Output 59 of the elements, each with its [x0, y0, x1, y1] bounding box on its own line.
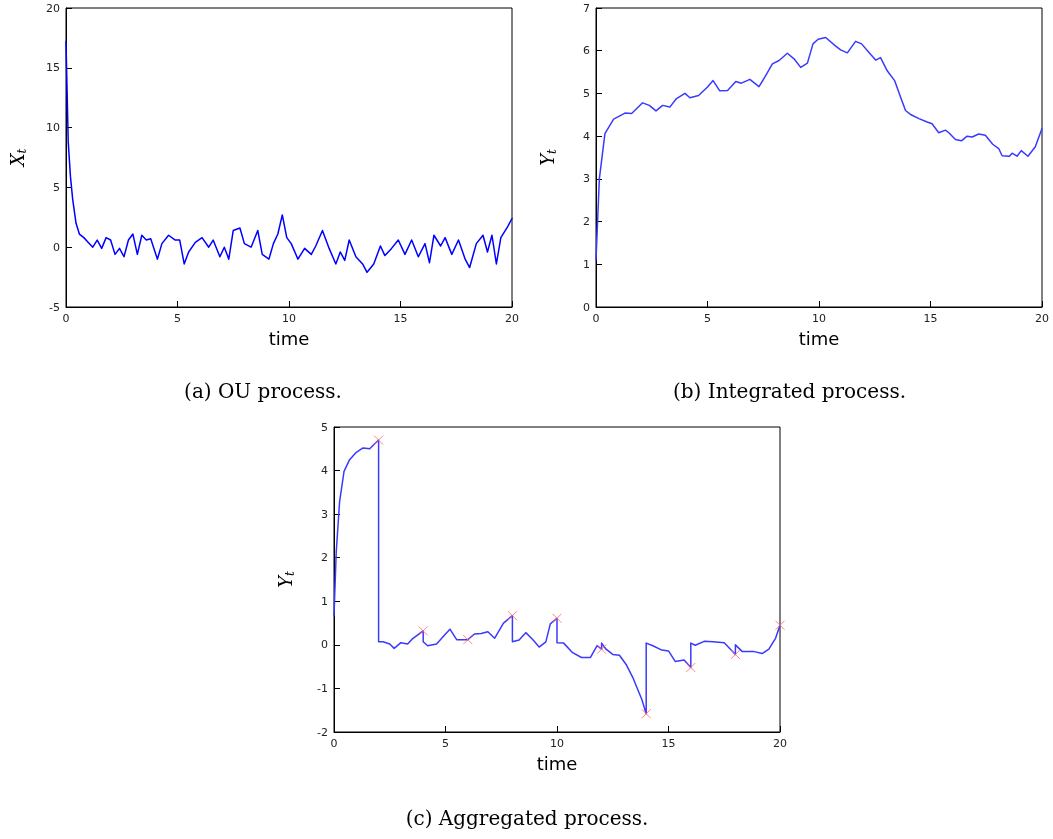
y-axis-title: Xt	[6, 148, 29, 169]
y-tick-label: 5	[321, 420, 328, 434]
y-tick-label: 3	[321, 507, 328, 521]
y-tick-label: 6	[583, 44, 590, 58]
x-tick-label: 0	[330, 737, 338, 750]
y-tick-label: 10	[46, 121, 60, 135]
x-tick-label: 20	[1035, 312, 1049, 325]
point	[641, 708, 652, 719]
y-tick-label: 15	[46, 61, 60, 75]
point	[730, 649, 741, 660]
x-tick-label: 0	[592, 312, 600, 325]
y-tick-label: 0	[53, 240, 60, 254]
line-series	[333, 439, 781, 715]
y-tick-label: 4	[583, 129, 590, 143]
point	[552, 613, 562, 624]
y-tick-label: -1	[317, 681, 328, 695]
x-tick-label: 15	[661, 737, 676, 750]
y-axis-title: Yt	[536, 148, 559, 166]
y-tick-label: 0	[583, 300, 590, 314]
text: (b) Integrated process.	[672, 379, 907, 403]
y-tick-label: 2	[321, 551, 328, 565]
x-axis-title: time	[268, 327, 310, 349]
text: (c) Aggregated process.	[405, 806, 649, 830]
x-tick-label: 10	[282, 312, 296, 325]
y-tick-label: -2	[317, 725, 328, 739]
y-tick-label: 3	[583, 172, 590, 186]
point	[462, 634, 473, 645]
x-tick-label: 5	[174, 312, 181, 325]
x-tick-label: 20	[773, 737, 787, 750]
line-series	[595, 36, 1043, 261]
y-axis-title: Yt	[274, 570, 297, 588]
point	[775, 620, 785, 631]
text: (a) OU process.	[184, 379, 342, 403]
point	[418, 625, 429, 636]
y-tick-label: 5	[53, 180, 60, 194]
y-tick-label: -5	[49, 300, 60, 314]
x-tick-label: 15	[393, 312, 408, 325]
y-tick-label: 2	[583, 215, 590, 229]
point	[507, 610, 518, 621]
x-tick-label: 20	[505, 312, 519, 325]
x-tick-label: 5	[442, 737, 449, 750]
y-tick-label: 1	[583, 257, 590, 271]
x-tick-label: 5	[704, 312, 711, 325]
point	[596, 644, 607, 655]
point	[373, 435, 384, 446]
y-tick-label: 0	[321, 638, 328, 652]
y-tick-label: 7	[583, 1, 590, 15]
y-tick-label: 20	[46, 1, 60, 15]
x-tick-label: 10	[812, 312, 826, 325]
y-tick-label: 1	[321, 594, 328, 608]
y-tick-label: 4	[321, 464, 328, 478]
x-tick-label: 10	[550, 737, 564, 750]
y-tick-label: 5	[583, 86, 590, 100]
x-tick-label: 15	[923, 312, 938, 325]
point	[685, 662, 696, 673]
x-tick-label: 0	[62, 312, 70, 325]
x-axis-title: time	[536, 752, 578, 774]
x-axis-title: time	[798, 327, 840, 349]
line-series	[65, 40, 513, 274]
